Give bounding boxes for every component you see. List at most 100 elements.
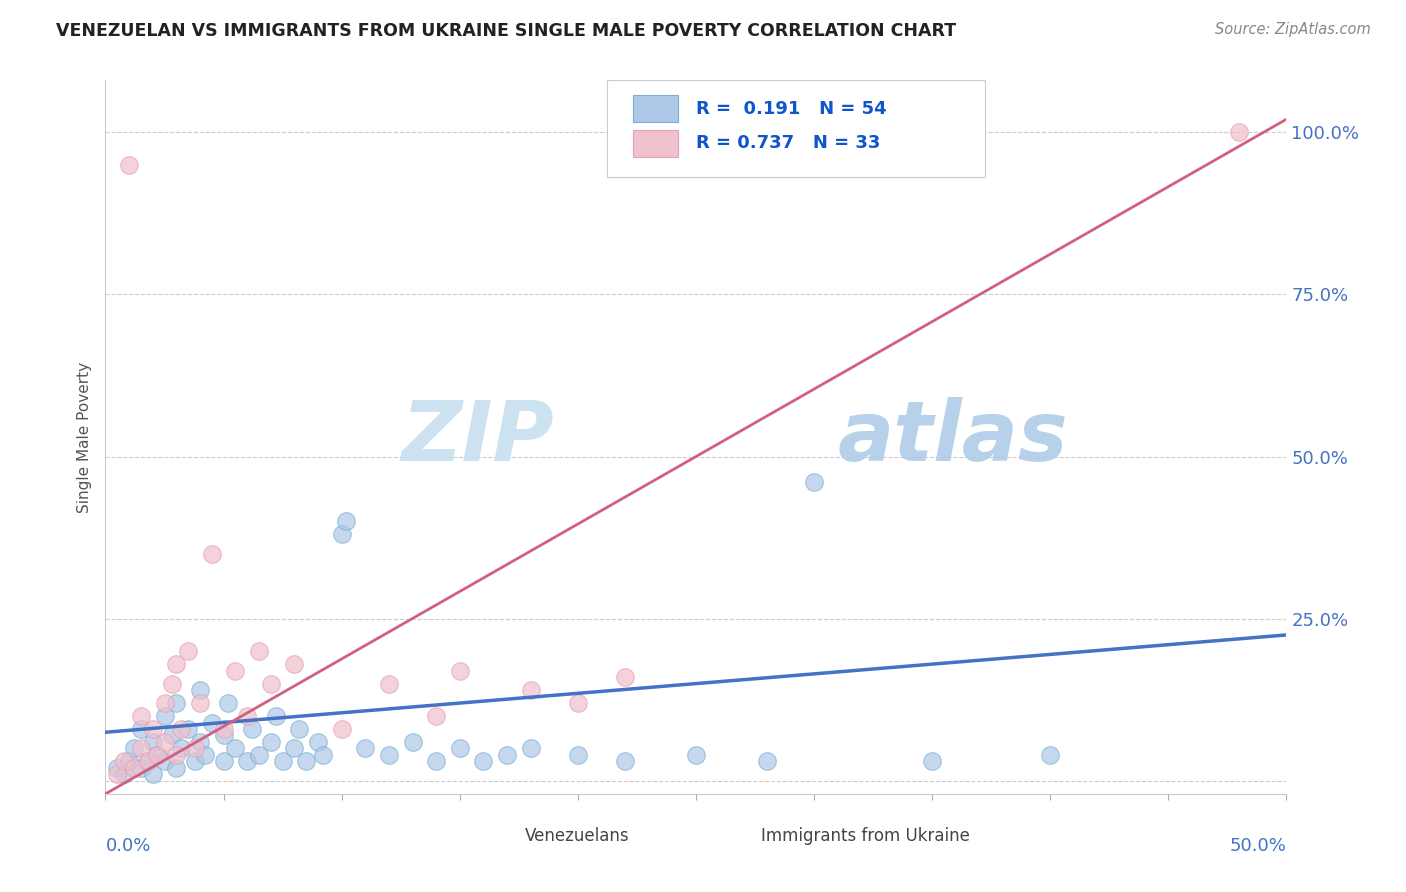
Point	[136, 755, 159, 769]
Point	[170, 741, 193, 756]
Point	[307, 735, 329, 749]
Point	[921, 755, 943, 769]
Point	[188, 696, 211, 710]
Text: 50.0%: 50.0%	[1230, 837, 1286, 855]
Point	[146, 747, 169, 762]
Point	[153, 709, 176, 723]
Point	[177, 722, 200, 736]
Text: Immigrants from Ukraine: Immigrants from Ukraine	[761, 827, 970, 845]
Point	[118, 158, 141, 172]
Point	[188, 683, 211, 698]
Point	[425, 709, 447, 723]
Point	[240, 722, 263, 736]
Point	[165, 696, 187, 710]
Point	[685, 747, 707, 762]
Point	[378, 747, 401, 762]
FancyBboxPatch shape	[471, 824, 509, 847]
Point	[136, 755, 159, 769]
Point	[212, 729, 235, 743]
Point	[425, 755, 447, 769]
Point	[184, 755, 207, 769]
Point	[354, 741, 377, 756]
Text: VENEZUELAN VS IMMIGRANTS FROM UKRAINE SINGLE MALE POVERTY CORRELATION CHART: VENEZUELAN VS IMMIGRANTS FROM UKRAINE SI…	[56, 22, 956, 40]
Point	[112, 767, 135, 781]
Point	[283, 657, 305, 672]
Text: 0.0%: 0.0%	[105, 837, 150, 855]
Point	[312, 747, 335, 762]
Point	[260, 735, 283, 749]
Point	[184, 741, 207, 756]
Point	[401, 735, 423, 749]
Point	[201, 547, 224, 561]
Text: atlas: atlas	[838, 397, 1069, 477]
Text: Venezuelans: Venezuelans	[524, 827, 630, 845]
Point	[177, 644, 200, 658]
Point	[288, 722, 311, 736]
Point	[449, 741, 471, 756]
Point	[160, 729, 183, 743]
Point	[153, 735, 176, 749]
Point	[165, 761, 187, 775]
FancyBboxPatch shape	[707, 824, 745, 847]
Point	[567, 696, 589, 710]
Point	[170, 722, 193, 736]
Point	[212, 722, 235, 736]
Text: R = 0.737   N = 33: R = 0.737 N = 33	[696, 134, 880, 152]
Point	[330, 527, 353, 541]
Point	[146, 747, 169, 762]
Point	[224, 741, 246, 756]
Point	[496, 747, 519, 762]
Point	[224, 664, 246, 678]
Point	[614, 755, 637, 769]
Point	[295, 755, 318, 769]
Point	[803, 475, 825, 490]
Point	[260, 676, 283, 690]
Point	[217, 696, 239, 710]
Point	[271, 755, 294, 769]
Point	[122, 761, 145, 775]
Point	[118, 755, 141, 769]
Point	[142, 735, 165, 749]
Point	[129, 722, 152, 736]
Point	[567, 747, 589, 762]
Point	[335, 515, 357, 529]
Point	[1039, 747, 1062, 762]
Point	[330, 722, 353, 736]
Point	[449, 664, 471, 678]
Point	[247, 747, 270, 762]
Point	[236, 755, 259, 769]
Text: ZIP: ZIP	[402, 397, 554, 477]
Point	[614, 670, 637, 684]
Point	[378, 676, 401, 690]
Point	[188, 735, 211, 749]
Point	[142, 767, 165, 781]
Point	[247, 644, 270, 658]
Point	[519, 741, 541, 756]
FancyBboxPatch shape	[607, 80, 986, 177]
Point	[264, 709, 287, 723]
Point	[142, 722, 165, 736]
Point	[1227, 125, 1250, 139]
Point	[472, 755, 495, 769]
Point	[201, 715, 224, 730]
Point	[153, 755, 176, 769]
Point	[283, 741, 305, 756]
Text: Source: ZipAtlas.com: Source: ZipAtlas.com	[1215, 22, 1371, 37]
Text: R =  0.191   N = 54: R = 0.191 N = 54	[696, 100, 887, 118]
FancyBboxPatch shape	[633, 95, 678, 122]
Point	[755, 755, 778, 769]
Point	[165, 747, 187, 762]
Y-axis label: Single Male Poverty: Single Male Poverty	[77, 361, 93, 513]
Point	[129, 741, 152, 756]
Point	[112, 755, 135, 769]
Point	[165, 657, 187, 672]
Point	[129, 709, 152, 723]
Point	[519, 683, 541, 698]
Point	[129, 761, 152, 775]
Point	[105, 767, 128, 781]
Point	[194, 747, 217, 762]
Point	[212, 755, 235, 769]
Point	[160, 676, 183, 690]
Point	[122, 741, 145, 756]
Point	[236, 709, 259, 723]
